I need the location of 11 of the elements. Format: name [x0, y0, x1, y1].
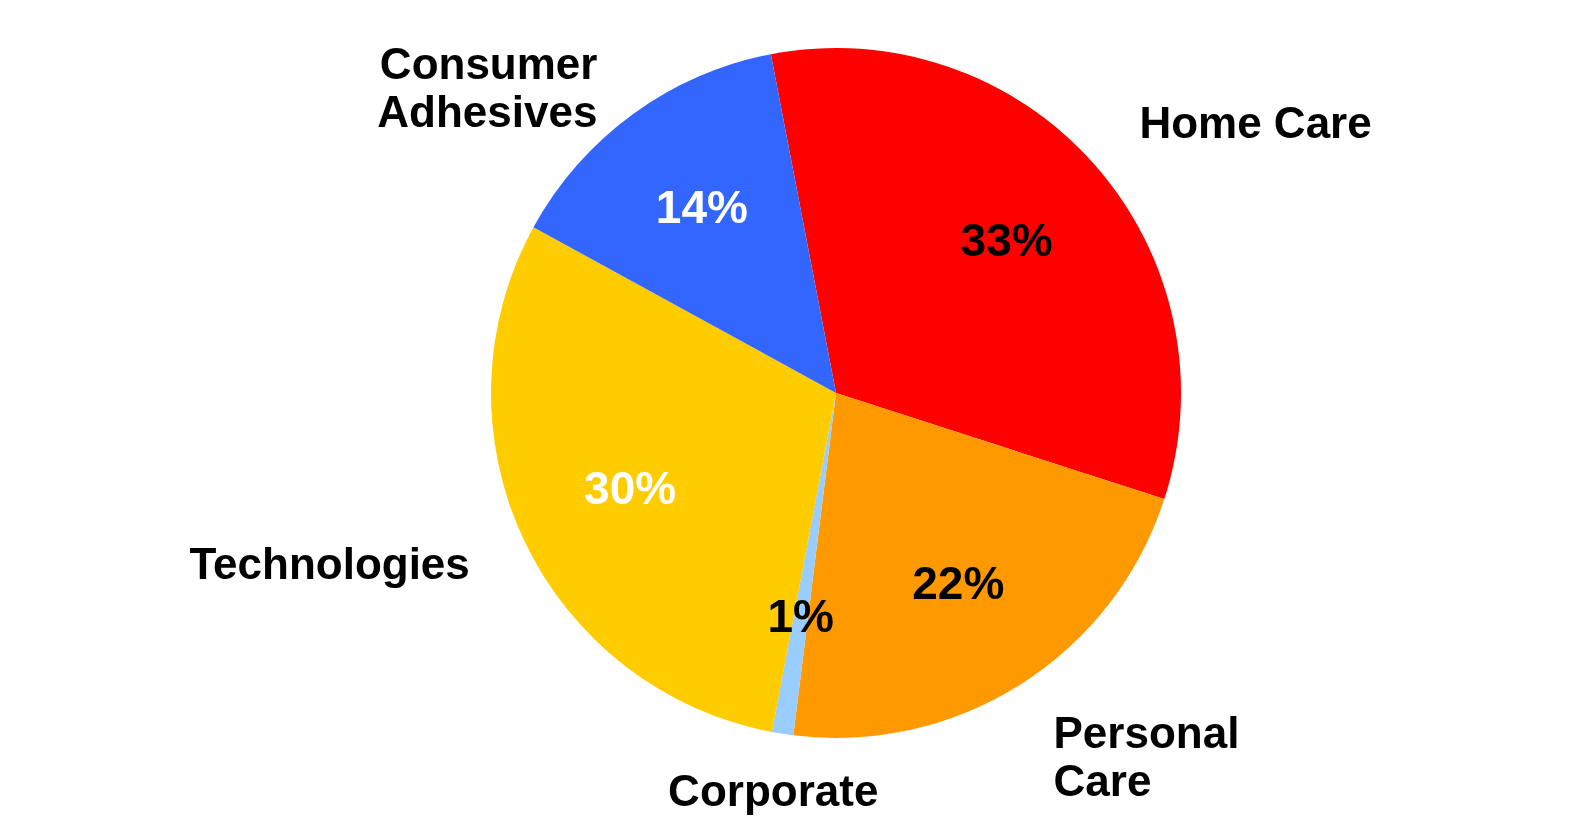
slice-label: Personal Care: [1053, 707, 1240, 805]
pie-slice: [491, 227, 836, 732]
slice-label: Corporate: [668, 766, 879, 816]
data-label: 30%: [584, 462, 677, 515]
pie-slice: [771, 393, 836, 736]
slice-label: Home Care: [1139, 97, 1372, 147]
data-label: 33%: [960, 214, 1053, 267]
data-label: 14%: [655, 180, 748, 233]
slice-label: Consumer Adhesives: [377, 38, 598, 136]
slice-label: Technologies: [189, 538, 470, 588]
data-label: 22%: [912, 557, 1005, 610]
